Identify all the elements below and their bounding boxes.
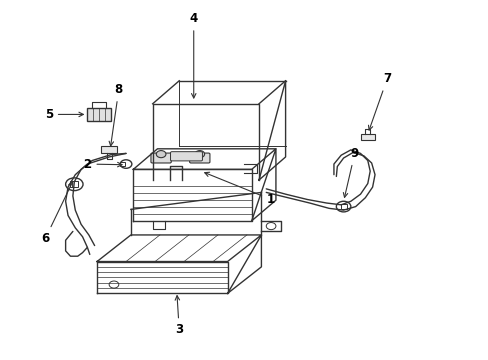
Text: 2: 2 — [83, 158, 122, 171]
Bar — [70, 181, 78, 187]
Text: 3: 3 — [175, 296, 183, 337]
Text: 5: 5 — [44, 108, 83, 121]
Circle shape — [195, 150, 204, 158]
Text: 1: 1 — [204, 172, 275, 206]
Bar — [87, 108, 110, 121]
Bar — [120, 162, 124, 166]
Bar — [101, 145, 117, 153]
FancyBboxPatch shape — [170, 152, 202, 161]
Bar — [360, 134, 374, 140]
Text: 4: 4 — [189, 12, 198, 98]
Circle shape — [156, 150, 165, 158]
Text: 7: 7 — [368, 72, 390, 130]
FancyBboxPatch shape — [151, 153, 171, 163]
Text: 8: 8 — [109, 83, 122, 146]
FancyBboxPatch shape — [189, 153, 209, 163]
Text: 9: 9 — [343, 147, 358, 197]
Text: 6: 6 — [41, 182, 73, 245]
Bar — [340, 204, 346, 209]
